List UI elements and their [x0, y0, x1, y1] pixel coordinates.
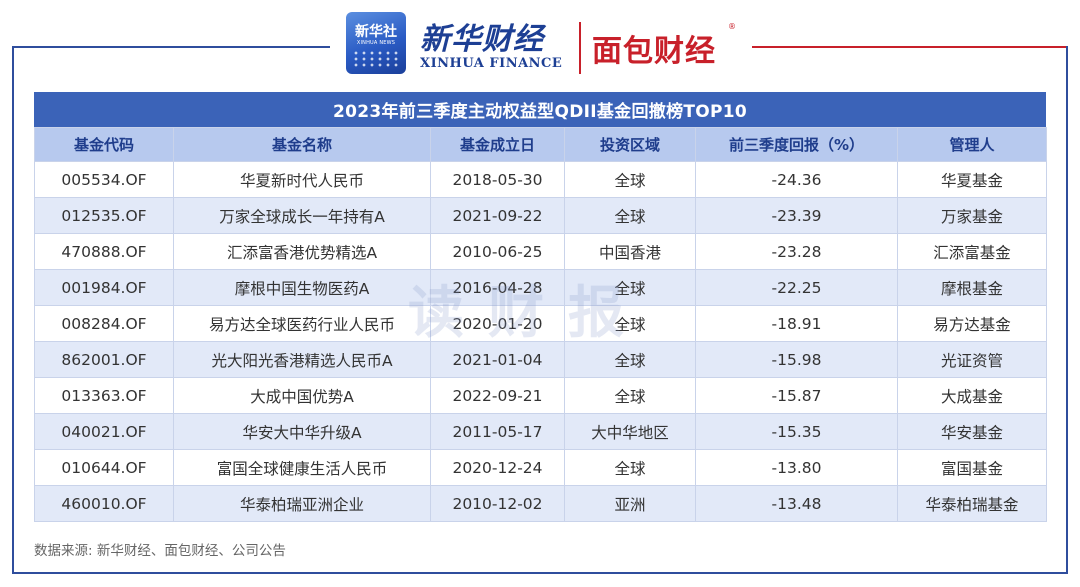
- manager-cell: 光证资管: [897, 341, 1047, 378]
- region-cell: 全球: [564, 341, 696, 378]
- region-cell: 亚洲: [564, 485, 696, 522]
- manager-cell: 易方达基金: [897, 305, 1047, 342]
- table-body: 005534.OF 华夏新时代人民币 2018-05-30 全球 -24.36 华夏基金 0…: [34, 161, 1047, 522]
- fund-code-cell: 013363.OF: [34, 377, 174, 414]
- fund-name-cell: 光大阳光香港精选人民币A: [173, 341, 431, 378]
- column-header-region: 投资区域: [564, 127, 696, 162]
- frame-top-line-red: [752, 46, 1068, 48]
- region-cell: 全球: [564, 305, 696, 342]
- fund-drawdown-table: 基金代码 基金名称 基金成立日 投资区域 前三季度回报（%） 管理人 00553…: [34, 127, 1047, 522]
- table-row: 001984.OF 摩根中国生物医药A 2016-04-28 全球 -22.25 摩根基金: [34, 269, 1047, 306]
- inception-date-cell: 2016-04-28: [430, 269, 565, 306]
- manager-cell: 富国基金: [897, 449, 1047, 486]
- fund-code-cell: 040021.OF: [34, 413, 174, 450]
- column-header-inception-date: 基金成立日: [430, 127, 565, 162]
- manager-cell: 摩根基金: [897, 269, 1047, 306]
- region-cell: 全球: [564, 269, 696, 306]
- return-cell: -23.39: [695, 197, 898, 234]
- fund-code-cell: 862001.OF: [34, 341, 174, 378]
- mianbao-finance-logo: 面包财经: [592, 34, 716, 69]
- fund-code-cell: 008284.OF: [34, 305, 174, 342]
- return-cell: -15.35: [695, 413, 898, 450]
- column-header-fund-code: 基金代码: [34, 127, 174, 162]
- return-cell: -13.48: [695, 485, 898, 522]
- return-cell: -15.98: [695, 341, 898, 378]
- frame-top-line-blue: [12, 46, 330, 48]
- fund-name-cell: 华安大中华升级A: [173, 413, 431, 450]
- column-header-return: 前三季度回报（%）: [695, 127, 898, 162]
- region-cell: 全球: [564, 377, 696, 414]
- fund-name-cell: 大成中国优势A: [173, 377, 431, 414]
- inception-date-cell: 2010-12-02: [430, 485, 565, 522]
- xinhua-badge-name: 新华社: [355, 24, 397, 40]
- fund-table-container: 2023年前三季度主动权益型QDII基金回撤榜TOP10 基金代码 基金名称 基…: [34, 92, 1047, 522]
- table-row: 470888.OF 汇添富香港优势精选A 2010-06-25 中国香港 -23.28 汇…: [34, 233, 1047, 270]
- region-cell: 全球: [564, 161, 696, 198]
- xinhua-news-logo-icon: 新华社 XINHUA NEWS: [346, 12, 406, 74]
- fund-name-cell: 富国全球健康生活人民币: [173, 449, 431, 486]
- inception-date-cell: 2020-12-24: [430, 449, 565, 486]
- table-row: 862001.OF 光大阳光香港精选人民币A 2021-01-04 全球 -15.98 光…: [34, 341, 1047, 378]
- content-frame: [12, 46, 1068, 574]
- fund-code-cell: 010644.OF: [34, 449, 174, 486]
- region-cell: 大中华地区: [564, 413, 696, 450]
- xinhua-finance-en: XINHUA FINANCE: [420, 56, 563, 71]
- table-header-row: 基金代码 基金名称 基金成立日 投资区域 前三季度回报（%） 管理人: [34, 127, 1047, 162]
- fund-name-cell: 万家全球成长一年持有A: [173, 197, 431, 234]
- fund-code-cell: 001984.OF: [34, 269, 174, 306]
- fund-code-cell: 460010.OF: [34, 485, 174, 522]
- return-cell: -15.87: [695, 377, 898, 414]
- inception-date-cell: 2021-09-22: [430, 197, 565, 234]
- fund-code-cell: 470888.OF: [34, 233, 174, 270]
- network-pattern-icon: [352, 50, 400, 68]
- registered-mark: ®: [728, 22, 736, 31]
- manager-cell: 华安基金: [897, 413, 1047, 450]
- manager-cell: 华夏基金: [897, 161, 1047, 198]
- inception-date-cell: 2020-01-20: [430, 305, 565, 342]
- inception-date-cell: 2022-09-21: [430, 377, 565, 414]
- inception-date-cell: 2011-05-17: [430, 413, 565, 450]
- manager-cell: 万家基金: [897, 197, 1047, 234]
- xinhua-badge-sub: XINHUA NEWS: [356, 40, 396, 46]
- manager-cell: 华泰柏瑞基金: [897, 485, 1047, 522]
- inception-date-cell: 2018-05-30: [430, 161, 565, 198]
- fund-name-cell: 华泰柏瑞亚洲企业: [173, 485, 431, 522]
- fund-code-cell: 012535.OF: [34, 197, 174, 234]
- return-cell: -23.28: [695, 233, 898, 270]
- return-cell: -13.80: [695, 449, 898, 486]
- return-cell: -22.25: [695, 269, 898, 306]
- return-cell: -18.91: [695, 305, 898, 342]
- fund-name-cell: 华夏新时代人民币: [173, 161, 431, 198]
- fund-name-cell: 易方达全球医药行业人民币: [173, 305, 431, 342]
- return-cell: -24.36: [695, 161, 898, 198]
- column-header-manager: 管理人: [897, 127, 1047, 162]
- inception-date-cell: 2010-06-25: [430, 233, 565, 270]
- table-row: 040021.OF 华安大中华升级A 2011-05-17 大中华地区 -15.35 华安…: [34, 413, 1047, 450]
- fund-name-cell: 摩根中国生物医药A: [173, 269, 431, 306]
- table-row: 010644.OF 富国全球健康生活人民币 2020-12-24 全球 -13.80 富国…: [34, 449, 1047, 486]
- column-header-fund-name: 基金名称: [173, 127, 431, 162]
- table-row: 005534.OF 华夏新时代人民币 2018-05-30 全球 -24.36 华夏基金: [34, 161, 1047, 198]
- inception-date-cell: 2021-01-04: [430, 341, 565, 378]
- table-row: 013363.OF 大成中国优势A 2022-09-21 全球 -15.87 大成基金: [34, 377, 1047, 414]
- fund-code-cell: 005534.OF: [34, 161, 174, 198]
- table-row: 012535.OF 万家全球成长一年持有A 2021-09-22 全球 -23.39 万家…: [34, 197, 1047, 234]
- xinhua-finance-logo: 新华财经: [420, 22, 544, 57]
- data-source-note: 数据来源: 新华财经、面包财经、公司公告: [34, 543, 286, 559]
- region-cell: 中国香港: [564, 233, 696, 270]
- header-logos: 新华社 XINHUA NEWS 新华财经 XINHUA FINANCE 面包财经…: [340, 8, 750, 74]
- table-row: 008284.OF 易方达全球医药行业人民币 2020-01-20 全球 -18.91 易…: [34, 305, 1047, 342]
- table-row: 460010.OF 华泰柏瑞亚洲企业 2010-12-02 亚洲 -13.48 华泰柏瑞基…: [34, 485, 1047, 522]
- table-title: 2023年前三季度主动权益型QDII基金回撤榜TOP10: [34, 92, 1046, 127]
- logo-divider: [579, 22, 581, 74]
- region-cell: 全球: [564, 449, 696, 486]
- manager-cell: 大成基金: [897, 377, 1047, 414]
- manager-cell: 汇添富基金: [897, 233, 1047, 270]
- region-cell: 全球: [564, 197, 696, 234]
- fund-name-cell: 汇添富香港优势精选A: [173, 233, 431, 270]
